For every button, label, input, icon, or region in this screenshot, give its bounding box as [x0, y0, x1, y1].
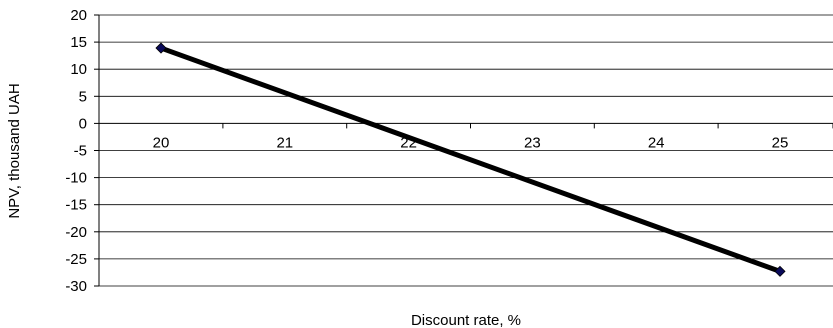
- x-tick-labels: 20 21 22 23 24 25: [153, 134, 789, 151]
- data-point-0: [155, 42, 167, 54]
- data-point-1: [774, 265, 786, 277]
- y-tick-label-8: -20: [65, 224, 87, 241]
- y-tick-label-10: -30: [65, 278, 87, 295]
- y-tick-label-1: 15: [70, 34, 87, 51]
- y-tick-label-2: 10: [70, 61, 87, 78]
- x-tick-label-24: 24: [648, 134, 665, 151]
- y-tick-label-5: -5: [74, 143, 87, 160]
- axes: [94, 14, 833, 287]
- y-tick-labels: 20 15 10 5 0 -5 -10 -15 -20 -25 -30: [65, 7, 87, 295]
- y-tick-label-6: -10: [65, 170, 87, 187]
- x-tick-label-20: 20: [153, 134, 170, 151]
- x-axis-title: Discount rate, %: [411, 312, 521, 328]
- series-npv: [155, 42, 786, 277]
- series-line: [158, 45, 783, 274]
- y-tick-label-9: -25: [65, 251, 87, 268]
- y-tick-label-7: -15: [65, 197, 87, 214]
- x-tick-label-21: 21: [276, 134, 293, 151]
- y-tick-label-0: 20: [70, 7, 87, 24]
- gridlines: [99, 14, 833, 287]
- y-tick-label-4: 0: [79, 115, 87, 132]
- x-tick-label-23: 23: [524, 134, 541, 151]
- x-tick-label-25: 25: [772, 134, 789, 151]
- y-tick-label-3: 5: [79, 88, 87, 105]
- y-axis-title: NPV, thousand UAH: [6, 83, 23, 218]
